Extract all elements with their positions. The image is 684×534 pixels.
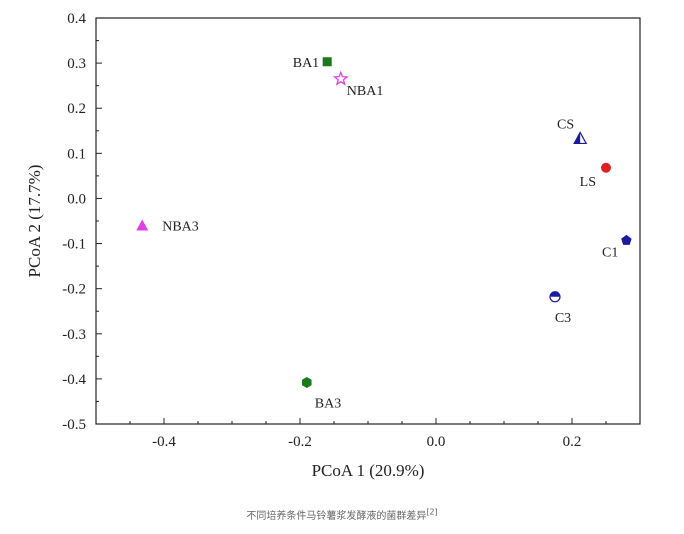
caption-text: 不同培养条件马铃薯浆发酵液的菌群差异 [246, 511, 427, 522]
y-tick-label: 0.2 [67, 101, 86, 117]
x-axis-ticks: -0.4 -0.2 0.0 0.2 [95, 418, 641, 450]
y-tick-label: -0.5 [62, 417, 86, 433]
data-point-c1 [621, 234, 632, 245]
x-tick-label: 0.2 [563, 434, 582, 450]
data-point-ls [601, 162, 611, 173]
y-axis-ticks: 0.4 0.3 0.2 0.1 0.0 -0.1 -0.2 -0.3 -0.4 -0.5 [62, 11, 102, 433]
y-tick-label: 0.0 [67, 191, 86, 207]
y-axis-title: PCoA 2 (17.7%) [25, 165, 44, 278]
y-tick-label: 0.3 [67, 56, 86, 72]
point-label-nba1: NBA1 [347, 84, 384, 99]
point-labels: BA1 NBA1 NBA3 BA3 CS LS C1 C3 [162, 56, 618, 412]
y-tick-label: -0.3 [62, 327, 86, 343]
point-label-nba3: NBA3 [162, 220, 199, 235]
point-label-ba1: BA1 [293, 56, 319, 71]
data-point-c3 [549, 291, 561, 303]
y-tick-label: -0.1 [62, 237, 86, 253]
data-point-nba3 [136, 219, 149, 231]
point-label-ls: LS [580, 175, 596, 190]
point-label-c3: C3 [555, 311, 571, 326]
data-point-ba3 [302, 377, 312, 388]
data-points [136, 57, 632, 388]
x-tick-label: -0.4 [152, 434, 176, 450]
y-tick-label: -0.4 [62, 372, 86, 388]
y-tick-label: 0.4 [67, 11, 86, 27]
y-tick-label: 0.1 [67, 146, 86, 162]
x-tick-label: -0.2 [288, 434, 312, 450]
x-axis-title: PCoA 1 (20.9%) [312, 461, 425, 480]
figure-caption: 不同培养条件马铃薯浆发酵液的菌群差异[2] [0, 507, 684, 522]
point-label-cs: CS [557, 117, 574, 132]
y-tick-label: -0.2 [62, 282, 86, 298]
x-tick-label: 0.0 [427, 434, 446, 450]
data-point-cs [573, 131, 588, 145]
data-point-nba1 [332, 70, 349, 86]
point-label-c1: C1 [602, 245, 618, 260]
point-label-ba3: BA3 [315, 396, 341, 411]
data-point-ba1 [322, 57, 332, 67]
caption-reference: [2] [426, 507, 438, 517]
